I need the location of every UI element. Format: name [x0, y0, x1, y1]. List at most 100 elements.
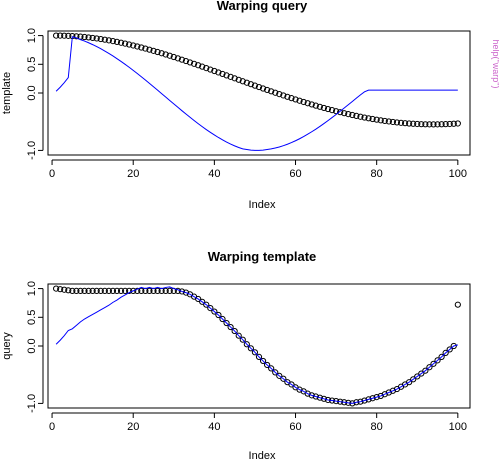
data-point [320, 395, 328, 402]
data-point [69, 287, 76, 294]
data-point [223, 72, 230, 79]
data-point [373, 393, 380, 401]
data-point [81, 287, 88, 294]
data-point [365, 396, 372, 403]
x-tick-label: 0 [49, 421, 55, 433]
data-point [235, 76, 242, 83]
data-point [410, 120, 417, 127]
data-point [142, 45, 149, 52]
data-point [101, 287, 108, 294]
data-point [154, 48, 161, 56]
y-tick-label: 1.0 [26, 28, 38, 43]
data-point [166, 52, 173, 59]
plot-marks [53, 32, 461, 151]
plot-frame [47, 283, 471, 409]
data-point [77, 287, 84, 294]
axes: 0 20 40 60 80 100 -1.0 0.0 0.5 1.0 [26, 281, 467, 433]
warping-line [55, 286, 458, 404]
data-point [182, 57, 190, 65]
x-tick-label: 20 [127, 421, 139, 433]
data-point [251, 349, 259, 356]
data-point [333, 108, 340, 115]
data-point [430, 121, 437, 128]
data-point [406, 379, 413, 386]
data-point [85, 34, 92, 41]
data-point [117, 39, 125, 46]
data-point [406, 120, 413, 127]
data-point [369, 395, 376, 402]
data-point [337, 109, 344, 116]
panel-warping-template: Warping template 0 20 40 60 80 100 -1.0 0.0 0.5 1… [1, 249, 471, 461]
panel-warping-query: Warping query 0 20 40 60 80 100-1.00.00.51.0 … [1, 0, 499, 211]
data-point [117, 287, 125, 294]
data-point [280, 92, 287, 99]
data-point [341, 110, 348, 117]
data-point [251, 82, 259, 89]
data-point [349, 111, 356, 119]
data-point [312, 102, 319, 109]
data-point [430, 360, 437, 367]
data-point [158, 50, 165, 57]
data-point [308, 101, 315, 108]
data-point [300, 98, 307, 106]
data-point [414, 373, 421, 380]
data-point [126, 41, 133, 48]
data-point [211, 308, 218, 315]
data-point [207, 305, 214, 312]
data-point [272, 369, 279, 376]
data-point [316, 394, 323, 401]
y-tick-label: 0.5 [26, 57, 38, 72]
x-tick-label: 80 [371, 168, 383, 180]
y-tick-label: -1.0 [26, 141, 38, 160]
data-point [442, 121, 449, 128]
data-point [361, 114, 368, 121]
data-point [89, 287, 96, 294]
y-tick-label: 0.0 [26, 338, 38, 353]
data-point [397, 119, 405, 126]
data-point [203, 65, 210, 72]
data-point [235, 332, 242, 339]
data-point [231, 327, 238, 335]
data-point [264, 86, 271, 94]
data-point [146, 287, 153, 294]
data-point [446, 120, 453, 128]
data-point [247, 81, 254, 88]
data-point [308, 392, 315, 399]
x-tick-label: 40 [208, 168, 220, 180]
data-point [227, 73, 234, 80]
data-point [377, 117, 384, 124]
data-point [53, 32, 60, 39]
plot-frame [47, 30, 471, 156]
data-point [93, 287, 100, 294]
data-point [434, 357, 441, 364]
data-point [324, 105, 332, 113]
data-point [276, 91, 283, 98]
data-point [418, 121, 425, 128]
data-point [284, 93, 291, 100]
data-point [113, 38, 121, 45]
data-point [414, 120, 421, 128]
data-point [381, 117, 388, 125]
data-point [186, 59, 194, 66]
data-point [369, 115, 376, 123]
data-point [345, 111, 352, 118]
data-point [109, 287, 117, 294]
data-point [385, 118, 392, 125]
data-point [268, 88, 275, 95]
data-point [195, 295, 202, 303]
axes: 0 20 40 60 80 100 -1.0 0.0 0.5 1.0 [26, 28, 467, 180]
data-point [195, 62, 202, 69]
data-point [219, 70, 226, 78]
data-point [438, 121, 445, 128]
help-note: help("warp") [491, 40, 499, 89]
data-point [422, 367, 429, 374]
data-point [53, 285, 60, 292]
chart-title: Warping query [217, 0, 308, 13]
data-point [434, 121, 441, 128]
data-point [426, 121, 433, 128]
data-point [365, 115, 372, 122]
data-point [446, 346, 453, 353]
y-tick-label: -1.0 [26, 394, 38, 413]
data-point [61, 32, 68, 39]
